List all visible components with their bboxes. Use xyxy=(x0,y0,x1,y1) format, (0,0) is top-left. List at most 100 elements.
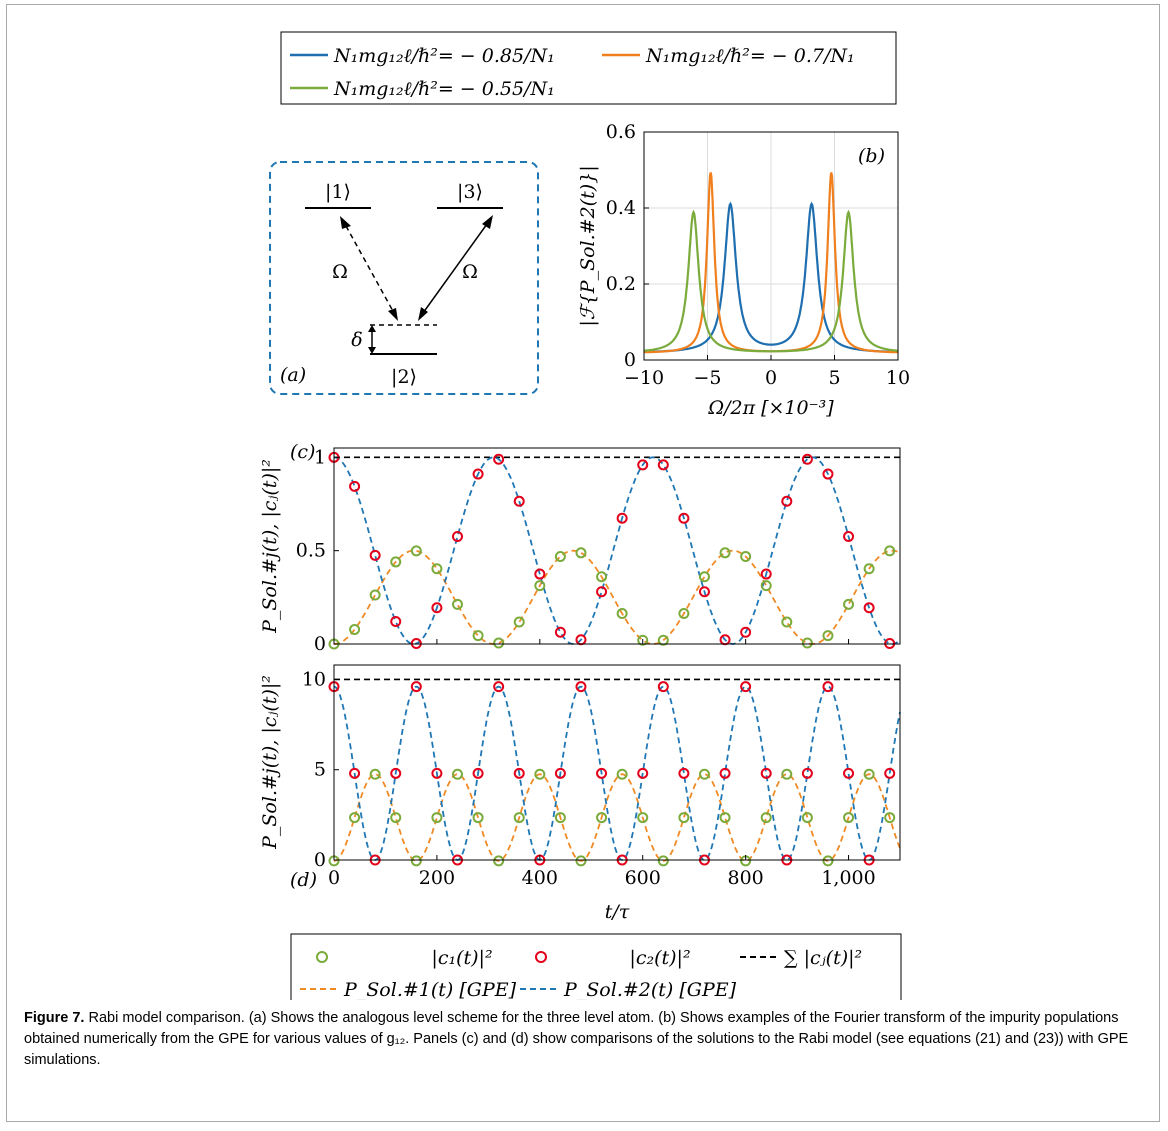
panel-a-box xyxy=(269,161,539,395)
legend-label-p2: P_Sol.#2(t) [GPE] xyxy=(563,979,737,1000)
panel-c-c1-marker xyxy=(822,630,834,642)
panel-d-c1-marker xyxy=(534,768,546,780)
panel-d-c1-marker xyxy=(451,768,463,780)
panel-c-rabi-plot: 0 0.5 1 (c) P_Sol.#j(t), |cⱼ(t)|² xyxy=(259,441,901,655)
level-3-label: |3⟩ xyxy=(457,181,483,203)
panel-d-xlabel: t/τ xyxy=(605,901,630,923)
panel-c-ytick-label: 0.5 xyxy=(296,540,326,562)
legend-label-sum: ∑ |cⱼ(t)|² xyxy=(784,947,862,969)
bottom-legend: |c₁(t)|² |c₂(t)|² ∑ |cⱼ(t)|² P_Sol.#1(t)… xyxy=(290,933,902,1000)
panel-c-ylabel: P_Sol.#j(t), |cⱼ(t)|² xyxy=(259,459,281,634)
panel-c-c1-marker xyxy=(678,608,690,620)
panel-c-ytick-label: 0 xyxy=(314,633,326,655)
omega-right-label: Ω xyxy=(462,261,478,283)
panel-c-c1-marker xyxy=(884,545,896,557)
panel-c-c1-marker xyxy=(657,634,669,646)
panel-c-c2-marker xyxy=(740,626,752,638)
legend-label-c1: |c₁(t)|² xyxy=(431,947,492,969)
panel-c-c1-marker xyxy=(451,598,463,610)
panel-d-xtick-label: 1,000 xyxy=(821,867,875,889)
panel-d-p1-curve xyxy=(333,773,901,862)
legend-label-green: N₁mg₁₂ℓ/ℏ²= − 0.55/N₁ xyxy=(333,78,555,100)
level-2-label: |2⟩ xyxy=(391,366,417,388)
panel-d-c2-marker xyxy=(719,767,731,779)
panel-b-ytick-label: 0 xyxy=(624,349,636,371)
caption-label: Figure 7. xyxy=(24,1010,85,1026)
panel-d-ytick-label: 0 xyxy=(314,849,326,871)
arrowhead-up-right xyxy=(482,215,493,229)
panel-d-xtick-label: 400 xyxy=(522,867,558,889)
panel-d-c1-marker xyxy=(637,812,649,824)
panel-c-c1-marker xyxy=(369,589,381,601)
panel-d-c2-marker xyxy=(410,681,422,693)
panel-d-ytick-label: 5 xyxy=(314,759,326,781)
panel-d-c1-marker xyxy=(801,812,813,824)
panel-d-c2-marker xyxy=(760,767,772,779)
panel-d-c1-marker xyxy=(822,855,834,867)
level-1-label: |1⟩ xyxy=(325,181,351,203)
panel-c-c2-marker xyxy=(349,480,361,492)
panel-d-c1-marker xyxy=(719,812,731,824)
panel-d-xtick-label: 600 xyxy=(625,867,661,889)
panel-d-c1-marker xyxy=(410,855,422,867)
delta-label: δ xyxy=(351,329,362,351)
panel-c-p1-curve xyxy=(334,549,901,645)
panel-c-c2-marker xyxy=(843,531,855,543)
panel-d-xtick-label: 200 xyxy=(419,867,455,889)
panel-c-c1-marker xyxy=(616,608,628,620)
panel-c-c1-marker xyxy=(349,623,361,635)
panel-d-xtick-label: 800 xyxy=(728,867,764,889)
panel-b-xlabel: Ω/2π [×10⁻³] xyxy=(707,397,834,419)
panel-d-c1-marker xyxy=(884,812,896,824)
panel-d-c1-marker xyxy=(575,855,587,867)
arrowhead-up-left xyxy=(340,216,351,229)
panel-d-tag: (d) xyxy=(290,869,317,891)
panel-b-tag: (b) xyxy=(858,145,885,167)
panel-c-c2-marker xyxy=(596,586,608,598)
panel-c-c2-marker xyxy=(678,512,690,524)
panel-b-ytick-label: 0.6 xyxy=(606,121,636,143)
panel-d-c2-marker xyxy=(843,767,855,779)
panel-c-c1-marker xyxy=(493,637,505,649)
panel-d-c1-marker xyxy=(781,768,793,780)
panel-d-ylabel: P_Sol.#j(t), |cⱼ(t)|² xyxy=(259,675,281,850)
panel-d-c2-marker xyxy=(349,767,361,779)
panel-d-c1-marker xyxy=(657,855,669,867)
panel-c-c2-marker xyxy=(781,495,793,507)
panel-c-c2-marker xyxy=(431,602,443,614)
top-legend: N₁mg₁₂ℓ/ℏ²= − 0.85/N₁ N₁mg₁₂ℓ/ℏ²= − 0.7/… xyxy=(280,31,897,105)
panel-c-c1-marker xyxy=(410,545,422,557)
panel-c-c1-marker xyxy=(575,547,587,559)
panel-d-rabi-plot: 0 5 10 0 200 400 600 800 1,000 (d) t/τ P_Sol.#j(… xyxy=(259,664,901,923)
panel-c-c2-marker xyxy=(534,568,546,580)
panel-d-c1-marker xyxy=(863,768,875,780)
panel-c-c2-marker xyxy=(513,495,525,507)
panel-c-ytick-label: 1 xyxy=(314,446,326,468)
panel-b-xtick-label: 0 xyxy=(765,367,777,389)
delta-arrowhead-down xyxy=(368,347,376,354)
solid-arrow xyxy=(422,223,488,314)
legend-label-orange: N₁mg₁₂ℓ/ℏ²= − 0.7/N₁ xyxy=(645,45,855,67)
panel-c-c1-marker xyxy=(637,634,649,646)
panel-d-c2-marker xyxy=(801,767,813,779)
panel-c-c2-marker xyxy=(863,602,875,614)
panel-c-c2-marker xyxy=(637,459,649,471)
panel-d-c2-marker xyxy=(657,681,669,693)
panel-c-c1-marker xyxy=(801,637,813,649)
legend-label-blue: N₁mg₁₂ℓ/ℏ²= − 0.85/N₁ xyxy=(333,45,555,67)
panel-d-c2-marker xyxy=(493,681,505,693)
panel-d-c2-marker xyxy=(596,767,608,779)
panel-c-c1-marker xyxy=(534,580,546,592)
panel-d-c2-marker xyxy=(678,767,690,779)
panel-b-ylabel: |ℱ{P_Sol.#2(t)}| xyxy=(577,165,599,326)
panel-d-axes xyxy=(333,664,901,861)
panel-c-c1-marker xyxy=(781,616,793,628)
panel-d-c1-marker xyxy=(493,855,505,867)
panel-d-c2-marker xyxy=(513,767,525,779)
dashed-arrow xyxy=(345,225,395,314)
panel-d-c2-marker xyxy=(740,681,752,693)
figure-caption: Figure 7. Rabi model comparison. (a) Sho… xyxy=(24,1008,1144,1071)
panel-d-c1-marker xyxy=(472,812,484,824)
panel-b-xtick-label: 10 xyxy=(886,367,910,389)
panel-d-c2-marker xyxy=(822,681,834,693)
